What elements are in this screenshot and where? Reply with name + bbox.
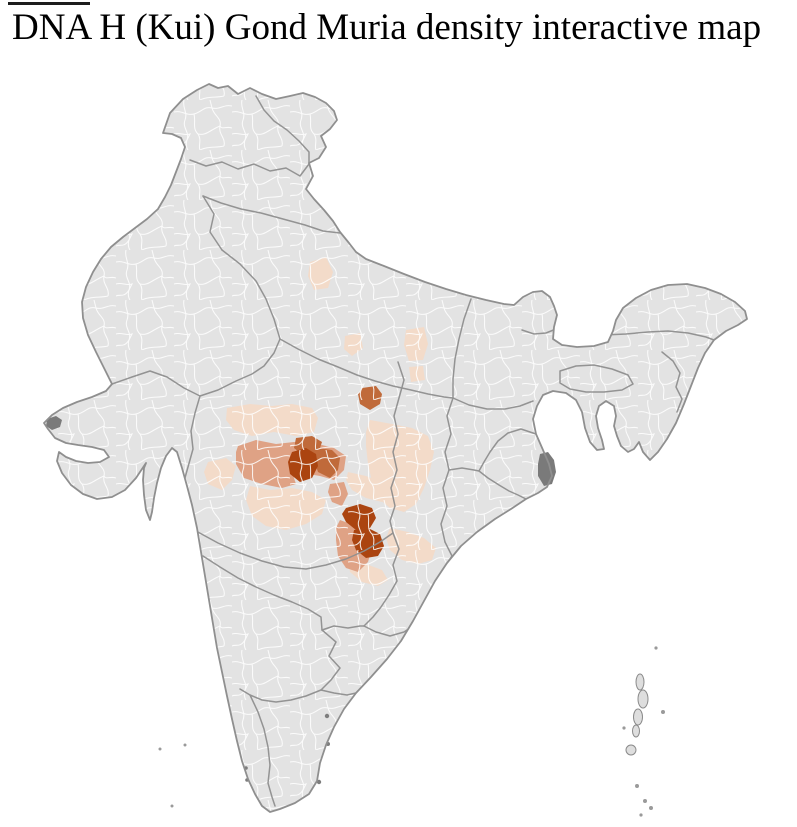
coastal-district-speck <box>324 713 330 719</box>
district-excluded-west[interactable] <box>46 416 62 430</box>
lakshadweep-islands <box>158 743 187 808</box>
andaman-nicobar-islands <box>622 646 665 817</box>
state-borders <box>111 95 715 807</box>
page-title: DNA H (Kui) Gond Muria density interacti… <box>12 7 762 48</box>
top-edge-artifact <box>8 2 90 5</box>
